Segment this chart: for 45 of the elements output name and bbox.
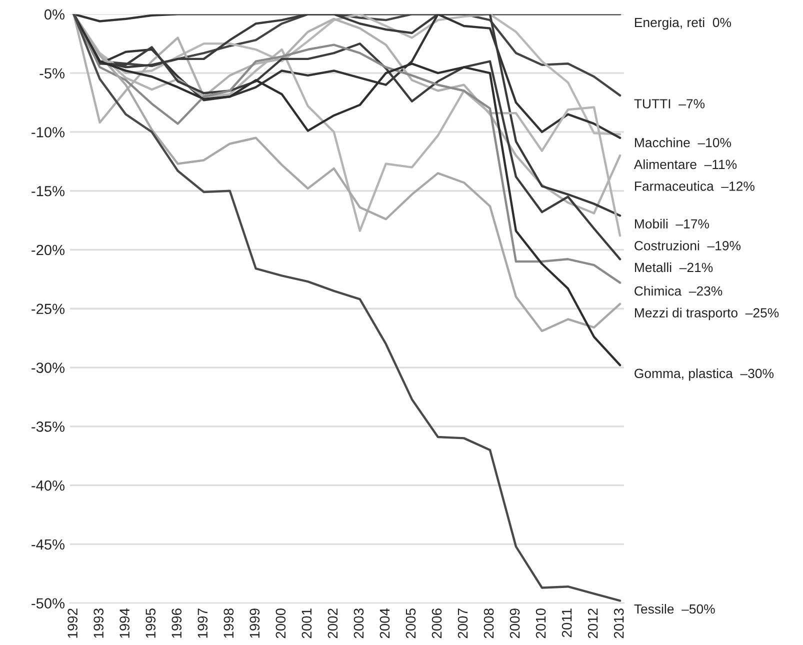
x-tick-label: 1996	[172, 608, 182, 638]
x-tick-label: 1992	[68, 608, 78, 638]
series-label: Tessile –50%	[634, 604, 715, 614]
x-tick-label: 2005	[406, 608, 416, 638]
y-tick-label: -10%	[32, 127, 64, 138]
y-tick-label: -5%	[40, 68, 64, 79]
series-label: Farmaceutica –12%	[635, 181, 754, 191]
y-tick-label: -50%	[32, 598, 64, 609]
series-label: Chimica –23%	[634, 286, 722, 296]
x-tick-label: 1998	[224, 608, 234, 638]
y-tick-label: -40%	[32, 480, 64, 491]
x-tick-label: 2006	[432, 608, 442, 638]
x-tick-label: 1994	[120, 608, 130, 638]
series-label: Metalli –21%	[635, 262, 713, 272]
series-label: Gomma, plastica –30%	[634, 368, 774, 381]
x-tick-label: 2013	[614, 608, 624, 638]
y-tick-label: -45%	[32, 539, 64, 550]
x-tick-label: 2008	[484, 608, 494, 638]
x-tick-label: 1999	[250, 608, 260, 638]
series-label: Costruzioni –19%	[634, 240, 741, 250]
x-tick-label: 2011	[562, 608, 572, 638]
x-tick-label: 2002	[328, 608, 338, 638]
x-tick-label: 2001	[302, 608, 312, 638]
y-tick-label: -25%	[32, 304, 64, 314]
series-label: TUTTI –7%	[634, 99, 705, 108]
x-tick-label: 1993	[94, 608, 104, 638]
series-label: Macchine –10%	[635, 138, 731, 148]
x-tick-label: 2009	[510, 608, 520, 638]
y-tick-label: 0%	[44, 9, 64, 20]
y-tick-label: -20%	[32, 244, 64, 256]
series-label: Mezzi di trasporto –25%	[635, 308, 779, 320]
y-tick-label: -15%	[32, 186, 64, 196]
x-tick-label: 2007	[458, 608, 468, 638]
y-tick-label: -35%	[32, 422, 64, 432]
y-tick-label: -30%	[32, 362, 64, 373]
x-tick-label: 1997	[198, 608, 208, 638]
x-tick-label: 1995	[146, 608, 156, 638]
series-label: Mobili –17%	[635, 218, 709, 229]
x-tick-label: 2000	[276, 608, 286, 638]
series-label: Energia, reti 0%	[635, 17, 731, 30]
x-tick-label: 2010	[536, 608, 546, 638]
x-tick-label: 2003	[354, 608, 364, 638]
x-tick-label: 2012	[588, 608, 598, 638]
series-label: Alimentare –11%	[634, 159, 737, 170]
x-tick-label: 2004	[380, 608, 390, 638]
